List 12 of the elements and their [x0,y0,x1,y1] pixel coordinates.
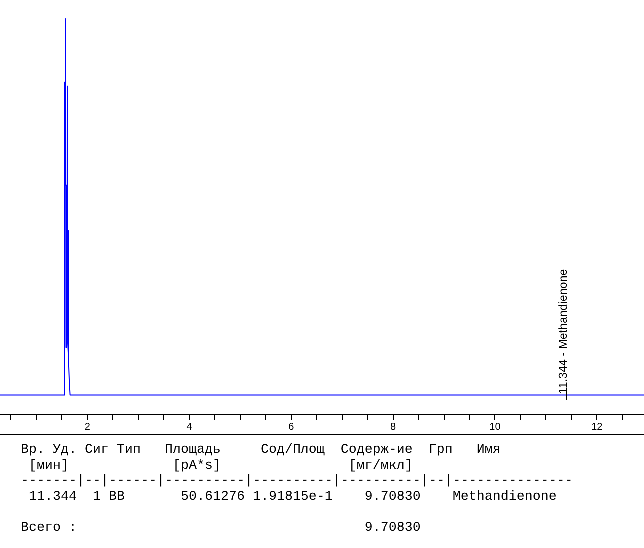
text: 11.344 1 BB 50.61276 1.91815e-1 9.70830 Methandienone [28,490,558,505]
text: -------|--|------|----------|----------|----------|--|--------------- [21,474,573,490]
text: Всего : 9.70830 [21,520,422,536]
x-tick-label: 8 [390,422,397,433]
text: Вр. Уд. Сиг Тип Площадь Сод/Площ Содерж-ие Грп Имя [21,443,502,458]
annotation: 11.344 - Methandienone [557,269,570,394]
x-tick-label: 6 [288,422,295,433]
x-tick-label: 4 [186,422,193,433]
x-tick-label: 12 [592,422,604,433]
x-tick-label: 10 [490,422,502,433]
x-tick-label: 2 [84,422,91,433]
text: [мин] [pA*s] [мг/мкл] [28,458,414,474]
